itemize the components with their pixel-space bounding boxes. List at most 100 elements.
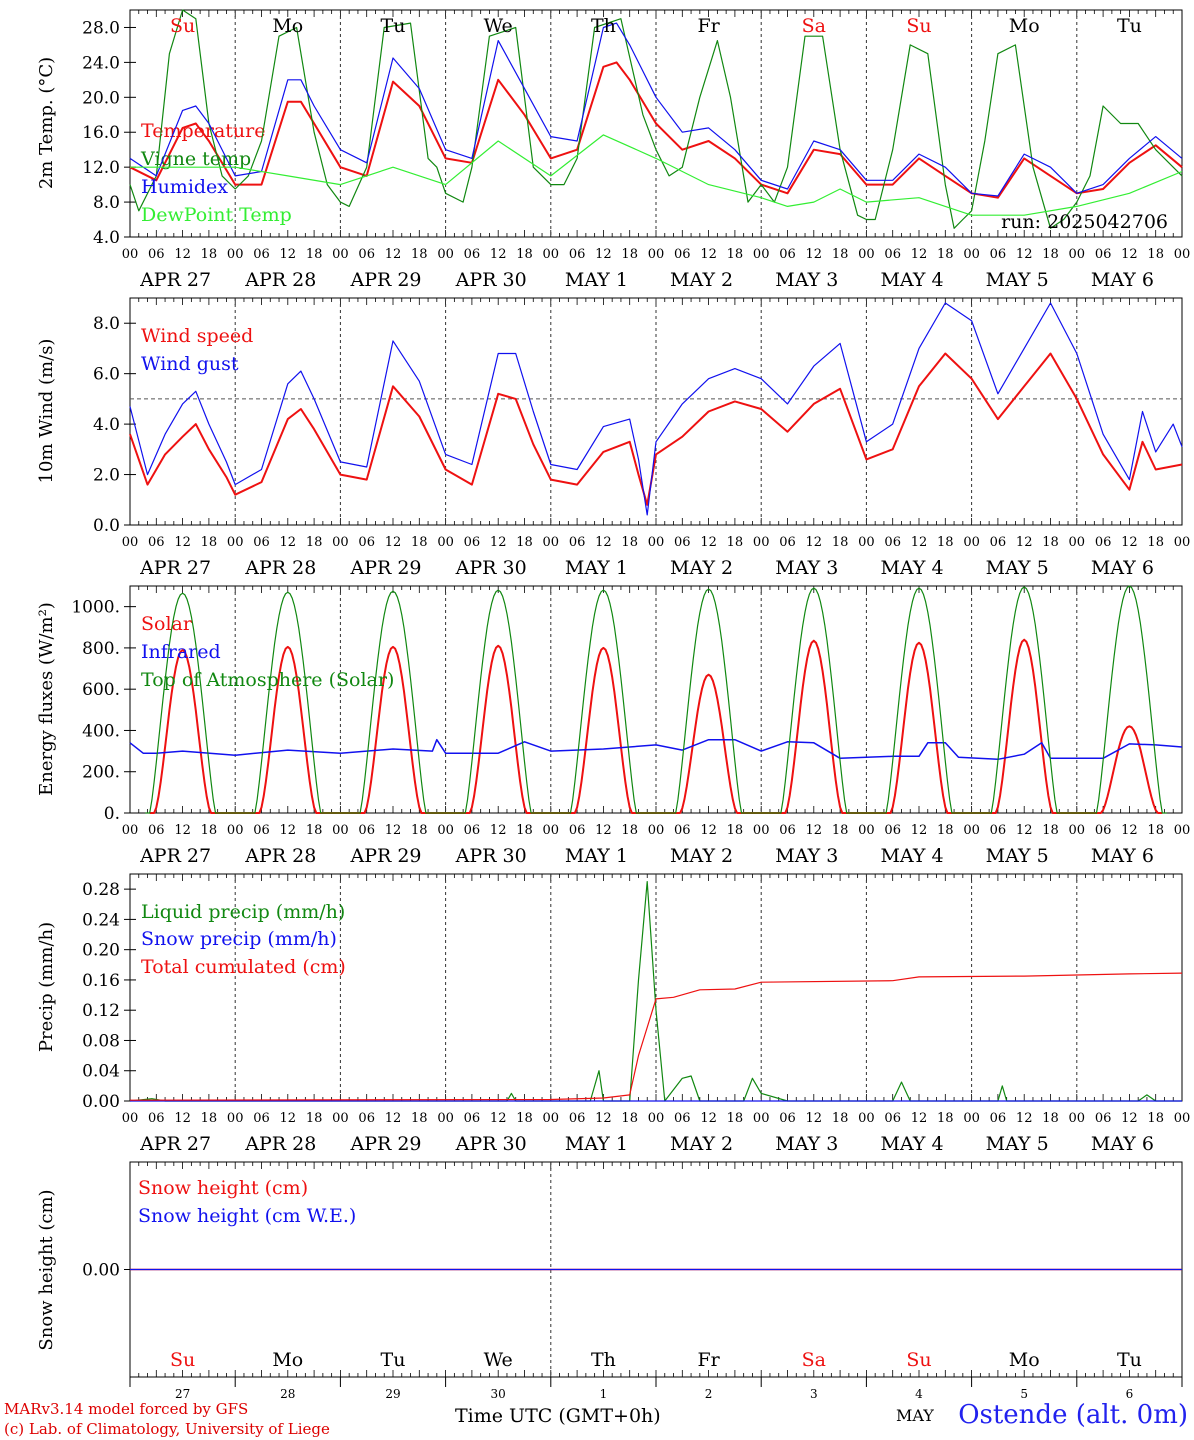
hour-label: 00 <box>963 535 980 550</box>
date-label: MAY 2 <box>670 269 733 291</box>
hour-label: 00 <box>437 535 454 550</box>
legend-entry: Snow height (cm W.E.) <box>138 1205 356 1227</box>
hour-label: 00 <box>648 1111 665 1126</box>
hour-label: 12 <box>700 823 717 838</box>
hour-label: 06 <box>990 1111 1007 1126</box>
y-tick-label: 0.04 <box>82 1062 120 1082</box>
y-tick-label: 0.24 <box>82 910 120 930</box>
date-label: MAY 3 <box>775 845 838 867</box>
y-tick-label: 0.08 <box>82 1031 120 1051</box>
date-label: APR 27 <box>139 557 211 579</box>
legend-entry: Wind speed <box>141 325 253 347</box>
series-top-of-atmosphere-solar <box>145 585 1167 814</box>
hour-label: 12 <box>911 535 928 550</box>
hour-label: 06 <box>1095 1111 1112 1126</box>
station-name: Ostende (alt. 0m) <box>958 1400 1188 1430</box>
hour-label: 18 <box>1147 1111 1164 1126</box>
series-temperature <box>129 61 1183 199</box>
legend-entry: DewPoint Temp <box>141 204 292 226</box>
hour-label: 06 <box>1095 535 1112 550</box>
hour-label: 18 <box>727 1111 744 1126</box>
hour-label: 06 <box>358 823 375 838</box>
hour-label: 18 <box>727 535 744 550</box>
date-label: APR 28 <box>244 845 316 867</box>
hour-label: 12 <box>174 535 191 550</box>
hour-label: 06 <box>148 247 165 262</box>
date-label: MAY 5 <box>986 557 1049 579</box>
hour-label: 06 <box>253 823 270 838</box>
date-label: MAY 6 <box>1091 845 1154 867</box>
y-tick-label: 16.0 <box>82 123 120 143</box>
y-tick-label: 1000. <box>71 598 120 618</box>
hour-label: 12 <box>806 535 823 550</box>
date-label: MAY 3 <box>775 557 838 579</box>
hour-label: 12 <box>174 823 191 838</box>
date-label: MAY 1 <box>565 845 628 867</box>
hour-ticks <box>129 1162 1183 1377</box>
y-tick-label: 400. <box>82 721 120 741</box>
date-label: APR 30 <box>455 557 527 579</box>
day-number-label: 5 <box>1020 1387 1028 1401</box>
hour-label: 12 <box>490 535 507 550</box>
hour-label: 18 <box>516 823 533 838</box>
hour-label: 18 <box>306 1111 323 1126</box>
y-tick-label: 4.0 <box>93 228 120 248</box>
panel-4: 0.28 0.24 0.20 0.16 0.12 0.08 0.04 0.00 Precip (… <box>36 873 1191 1155</box>
hour-label: 12 <box>911 247 928 262</box>
hour-label: 00 <box>858 823 875 838</box>
y-tick-label: 2.0 <box>93 466 120 486</box>
hour-label: 06 <box>990 535 1007 550</box>
weekday-label: Su <box>170 1349 195 1371</box>
legend-entry: Wind gust <box>141 353 239 375</box>
hour-label: 18 <box>937 247 954 262</box>
day-separators <box>234 874 1078 1101</box>
hour-label: 06 <box>464 535 481 550</box>
hour-label: 06 <box>884 535 901 550</box>
hour-label: 00 <box>543 823 560 838</box>
hour-label: 12 <box>280 1111 297 1126</box>
date-label: MAY 4 <box>880 845 943 867</box>
weekday-label: Fr <box>697 1349 720 1371</box>
legend-entry: Liquid precip (mm/h) <box>141 901 345 923</box>
date-label: MAY 5 <box>986 845 1049 867</box>
day-number-label: 4 <box>915 1387 923 1401</box>
date-label: MAY 4 <box>880 1133 943 1155</box>
series-humidex <box>129 22 1183 197</box>
hour-label: 12 <box>280 535 297 550</box>
hour-label: 18 <box>201 247 218 262</box>
day-number-label: 6 <box>1126 1387 1134 1401</box>
panel-3: 1000. 800. 600. 400. 200. 0. Energy fluxes (W/… <box>36 585 1190 867</box>
y-tick-label: 24.0 <box>82 53 120 73</box>
date-label: MAY 4 <box>880 269 943 291</box>
hour-label: 00 <box>1174 1111 1191 1126</box>
hour-label: 12 <box>1121 535 1138 550</box>
hour-label: 00 <box>122 535 139 550</box>
hour-label: 12 <box>1016 535 1033 550</box>
legend-entry: Top of Atmosphere (Solar) <box>141 669 394 691</box>
weekday-label: Tu <box>1117 15 1142 37</box>
panel-2: 8.0 6.0 4.0 2.0 0.0 10m Wind (m/s) Wind speed W… <box>36 297 1190 579</box>
date-label: APR 28 <box>244 269 316 291</box>
hour-label: 18 <box>306 535 323 550</box>
hour-label: 12 <box>911 1111 928 1126</box>
hour-label: 06 <box>674 823 691 838</box>
date-label: MAY 6 <box>1091 1133 1154 1155</box>
hour-label: 00 <box>122 823 139 838</box>
y-tick-label: 0.28 <box>82 880 120 900</box>
series-infrared <box>129 738 1183 761</box>
date-label: MAY 6 <box>1091 269 1154 291</box>
hour-label: 18 <box>306 247 323 262</box>
hour-label: 00 <box>753 823 770 838</box>
hour-label: 18 <box>937 1111 954 1126</box>
hour-label: 00 <box>437 823 454 838</box>
hour-label: 06 <box>253 1111 270 1126</box>
hour-label: 18 <box>1147 535 1164 550</box>
hour-label: 18 <box>1147 823 1164 838</box>
weekday-label: Tu <box>381 15 406 37</box>
hour-label: 18 <box>832 823 849 838</box>
day-number-label: 29 <box>385 1387 400 1401</box>
date-label: APR 27 <box>139 845 211 867</box>
hour-label: 12 <box>1121 1111 1138 1126</box>
hour-label: 06 <box>464 1111 481 1126</box>
date-label: APR 28 <box>244 557 316 579</box>
